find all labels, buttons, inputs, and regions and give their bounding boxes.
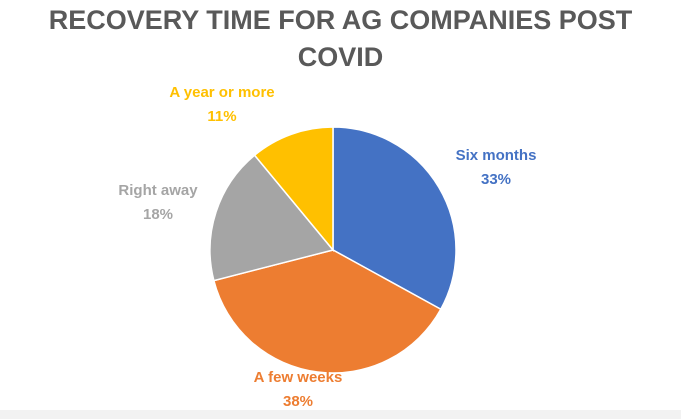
slice-label-a-year-or-more: A year or more	[169, 84, 274, 101]
slice-value-a-few-weeks: 38%	[283, 393, 313, 410]
chart-title-line-1: RECOVERY TIME FOR AG COMPANIES POST	[48, 5, 633, 35]
slice-label-right-away: Right away	[118, 182, 198, 199]
pie-slice-a-year-or-more	[253, 126, 334, 253]
slice-label-a-few-weeks: A few weeks	[254, 369, 343, 386]
slice-value-a-year-or-more: 11%	[207, 108, 236, 125]
bottom-strip	[0, 410, 681, 419]
slice-value-right-away: 18%	[143, 206, 173, 223]
pie-slice-right-away	[209, 154, 335, 282]
pie-slice-a-few-weeks	[212, 249, 442, 374]
slice-label-six-months: Six months	[456, 147, 537, 164]
chart-title-line-2: COVID	[297, 42, 384, 72]
pie-slice-six-months	[332, 126, 457, 311]
chart-title: RECOVERY TIME FOR AG COMPANIES POST COVI…	[0, 2, 681, 76]
slice-value-six-months: 33%	[481, 171, 511, 188]
